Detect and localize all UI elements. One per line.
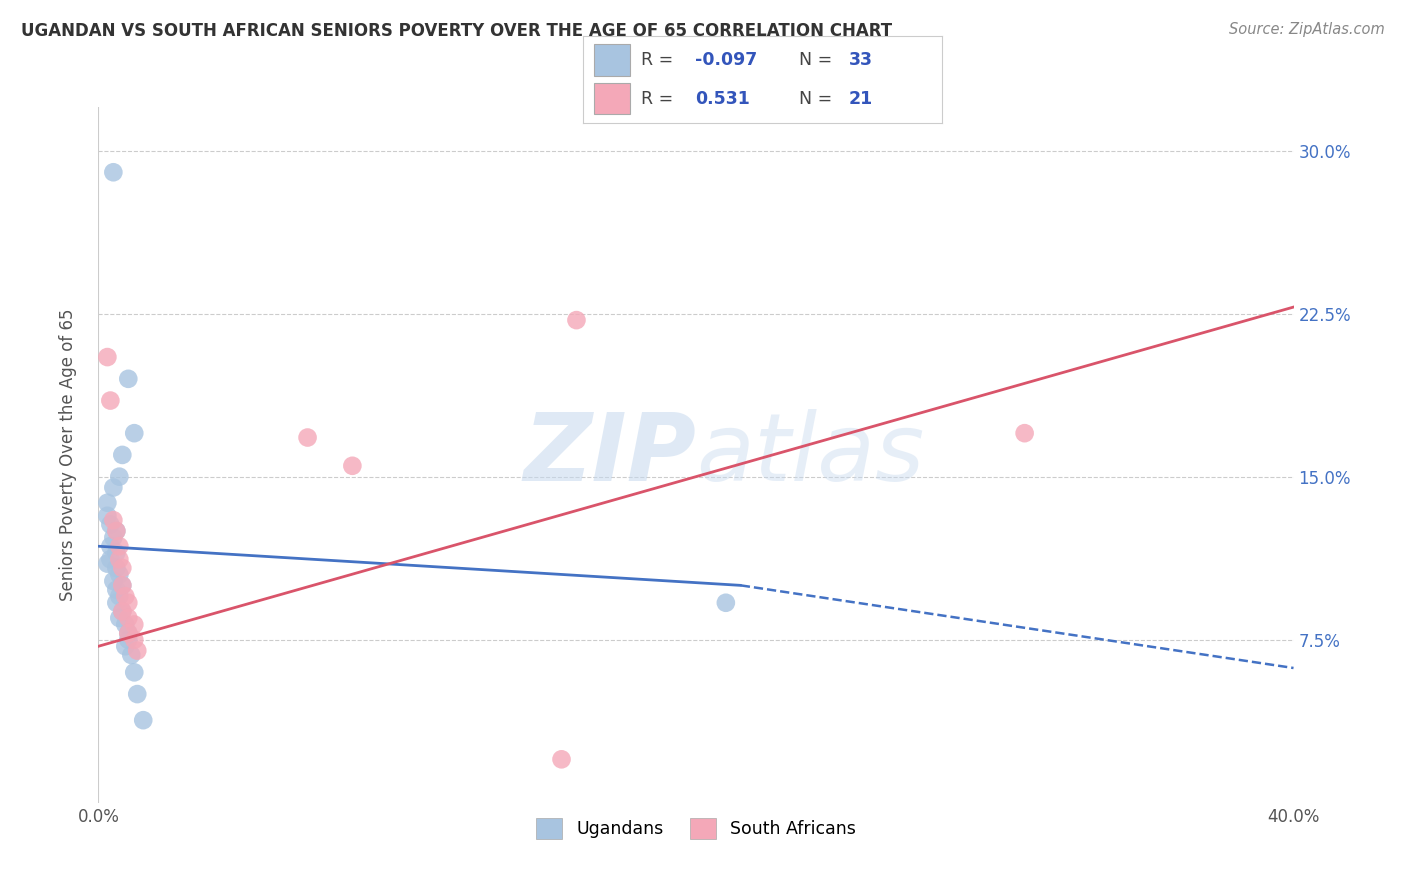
Text: Source: ZipAtlas.com: Source: ZipAtlas.com [1229, 22, 1385, 37]
Text: N =: N = [799, 89, 838, 108]
Point [124, 617, 146, 632]
Point [114, 617, 136, 632]
Text: R =: R = [641, 89, 679, 108]
Point [105, 596, 128, 610]
Text: atlas: atlas [696, 409, 924, 500]
Point [111, 605, 134, 619]
Point [105, 561, 128, 575]
Point [342, 458, 364, 473]
Point [108, 469, 131, 483]
Text: -0.097: -0.097 [695, 51, 756, 70]
Point [103, 574, 125, 588]
Point [98, 552, 122, 566]
Point [565, 313, 588, 327]
Point [550, 752, 572, 766]
Point [111, 578, 134, 592]
Point [105, 546, 128, 560]
Text: 21: 21 [849, 89, 873, 108]
Y-axis label: Seniors Poverty Over the Age of 65: Seniors Poverty Over the Age of 65 [59, 309, 77, 601]
Bar [595, 83, 630, 114]
Point [108, 552, 131, 566]
Point [114, 639, 136, 653]
Text: UGANDAN VS SOUTH AFRICAN SENIORS POVERTY OVER THE AGE OF 65 CORRELATION CHART: UGANDAN VS SOUTH AFRICAN SENIORS POVERTY… [21, 22, 893, 40]
Point [103, 531, 125, 545]
Point [117, 626, 139, 640]
Point [108, 611, 131, 625]
Point [96, 508, 118, 523]
Point [117, 596, 139, 610]
Point [297, 430, 319, 444]
Point [111, 578, 134, 592]
Point [105, 524, 128, 538]
Point [124, 665, 146, 680]
Text: 33: 33 [849, 51, 873, 70]
Point [1014, 426, 1036, 441]
Text: N =: N = [799, 51, 838, 70]
Point [96, 557, 118, 571]
Point [105, 524, 128, 538]
Point [105, 582, 128, 597]
Point [103, 513, 125, 527]
Point [98, 393, 122, 408]
Point [117, 372, 139, 386]
Point [127, 687, 149, 701]
Point [96, 496, 118, 510]
Bar [595, 45, 630, 76]
Point [108, 567, 131, 582]
Point [714, 596, 737, 610]
Point [111, 605, 134, 619]
Point [98, 539, 122, 553]
Point [124, 426, 146, 441]
Point [117, 611, 139, 625]
Point [103, 481, 125, 495]
Point [111, 448, 134, 462]
Point [120, 648, 142, 662]
Legend: Ugandans, South Africans: Ugandans, South Africans [530, 811, 862, 847]
Text: 0.531: 0.531 [695, 89, 749, 108]
Point [114, 589, 136, 603]
Point [96, 350, 118, 364]
Point [111, 561, 134, 575]
Point [124, 632, 146, 647]
Point [103, 165, 125, 179]
Point [98, 517, 122, 532]
Text: ZIP: ZIP [523, 409, 696, 501]
Point [117, 632, 139, 647]
Point [108, 539, 131, 553]
Text: R =: R = [641, 51, 679, 70]
Point [127, 643, 149, 657]
Point [132, 713, 155, 727]
Point [117, 626, 139, 640]
Point [108, 589, 131, 603]
